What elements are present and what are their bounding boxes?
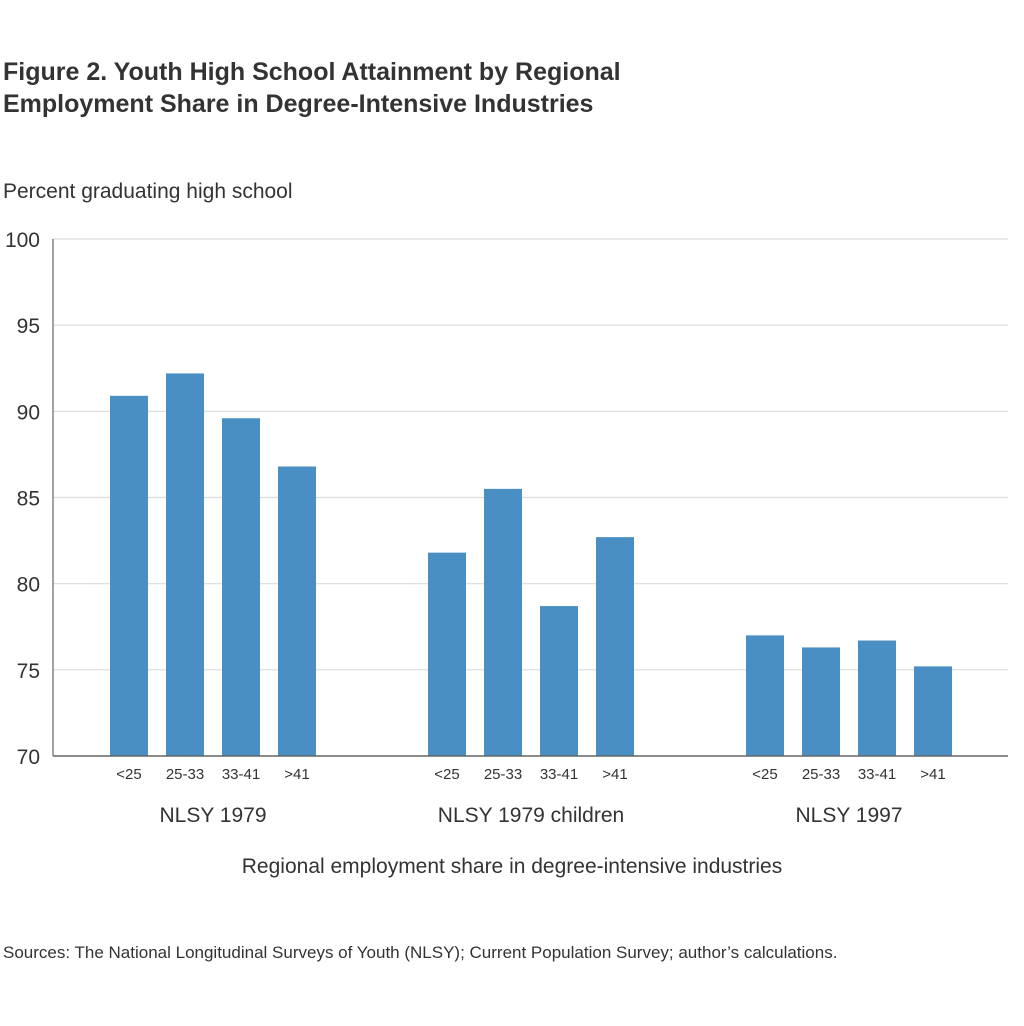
x-category-label: 25-33: [166, 766, 204, 783]
bar: [858, 640, 896, 756]
x-category-label: 33-41: [222, 766, 260, 783]
bar: [914, 666, 952, 756]
axes: [52, 239, 1008, 757]
x-group-labels: NLSY 1979 NLSY 1979 children NLSY 1997: [159, 804, 902, 827]
x-category-label: >41: [920, 766, 945, 783]
y-tick-label: 70: [17, 746, 40, 769]
x-group-label: NLSY 1997: [795, 804, 902, 827]
bar: [110, 395, 148, 756]
gridlines: [53, 238, 1008, 671]
bar: [596, 537, 634, 756]
y-tick-label: 80: [17, 574, 40, 597]
bars: [110, 373, 952, 756]
x-category-label: 33-41: [540, 766, 578, 783]
bar: [540, 606, 578, 756]
x-group-label: NLSY 1979: [159, 804, 266, 827]
y-tick-label: 95: [17, 315, 40, 338]
source-note: Sources: The National Longitudinal Surve…: [3, 943, 838, 962]
y-axis-label: Percent graduating high school: [3, 180, 293, 203]
bar: [746, 635, 784, 756]
x-axis-label: Regional employment share in degree-inte…: [241, 855, 783, 878]
y-tick-label: 100: [5, 229, 40, 252]
x-category-labels: <25 25-33 33-41 >41 <25 25-33 33-41 >41 <25 25-33…: [116, 766, 945, 783]
x-category-label: 25-33: [802, 766, 840, 783]
y-axis-ticks: 70 75 80 85 90 95 100: [5, 229, 40, 769]
x-category-label: >41: [284, 766, 309, 783]
bar: [222, 418, 260, 756]
y-tick-label: 85: [17, 488, 40, 511]
chart-title-line-1: Figure 2. Youth High School Attainment b…: [3, 58, 621, 86]
y-tick-label: 90: [17, 401, 40, 424]
y-tick-label: 75: [17, 660, 40, 683]
bar: [428, 552, 466, 756]
bar: [802, 647, 840, 756]
bar: [166, 373, 204, 756]
bar: [484, 488, 522, 756]
chart-title-line-2: Employment Share in Degree-Intensive Ind…: [3, 90, 594, 118]
x-category-label: 25-33: [484, 766, 522, 783]
chart-title: Figure 2. Youth High School Attainment b…: [3, 56, 903, 120]
x-category-label: 33-41: [858, 766, 896, 783]
x-category-label: <25: [116, 766, 141, 783]
x-group-label: NLSY 1979 children: [438, 804, 624, 827]
x-category-label: >41: [602, 766, 627, 783]
bar: [278, 466, 316, 756]
x-category-label: <25: [434, 766, 459, 783]
x-category-label: <25: [752, 766, 777, 783]
